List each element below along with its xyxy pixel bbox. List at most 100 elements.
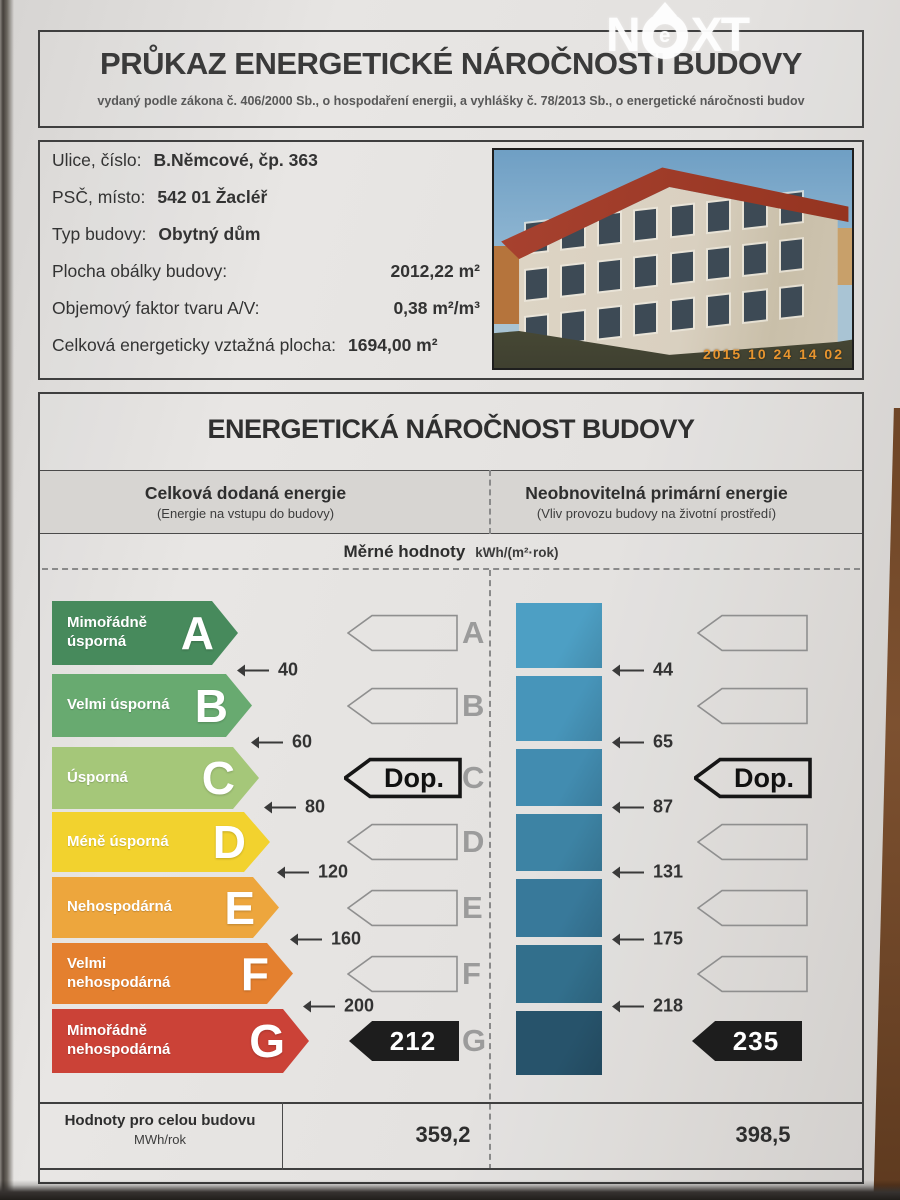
scale-arrow-delivered-a-shape xyxy=(346,614,458,652)
rating-arrow-c: Úsporná C xyxy=(52,747,259,809)
units-row: Měrné hodnoty kWh/(m²·rok) xyxy=(40,534,862,570)
primary-energy-bar-segment-f xyxy=(516,945,602,1003)
rating-letter-d: D xyxy=(212,816,246,868)
logo-roof-icon xyxy=(652,2,677,16)
column-title-primary: Neobnovitelná primární energie xyxy=(525,483,788,503)
vertical-dashed-divider xyxy=(489,570,491,1170)
threshold-delivered-5-value: 200 xyxy=(344,995,375,1016)
threshold-arrowhead-icon xyxy=(606,801,620,813)
threshold-delivered-4-value: 160 xyxy=(331,928,362,949)
horizontal-dashed-divider xyxy=(42,568,860,570)
header-box xyxy=(38,30,864,128)
threshold-line xyxy=(619,938,644,940)
building-window xyxy=(562,263,584,296)
building-info-fields: Ulice, číslo: B.Němcové, čp. 363 PSČ, míst… xyxy=(52,150,480,372)
scale-letter-delivered-a: A xyxy=(462,615,485,650)
building-window xyxy=(635,255,657,287)
rating-label-a: Mimořádně úsporná xyxy=(67,614,148,650)
rating-label-c: Úsporná xyxy=(67,768,128,786)
threshold-line xyxy=(258,741,283,743)
threshold-arrowhead-icon xyxy=(606,933,620,945)
info-field-label: Typ budovy: xyxy=(52,224,147,244)
rating-arrow-b: Velmi úsporná B xyxy=(52,674,252,737)
recommendation-arrow-delivered-label: Dop. xyxy=(384,762,444,793)
threshold-delivered-0: 40 xyxy=(231,660,298,681)
scale-letter-delivered-d: D xyxy=(462,824,485,859)
threshold-delivered-1: 60 xyxy=(245,732,312,753)
threshold-arrowhead-icon xyxy=(297,1000,311,1012)
footer-unit: MWh/rok xyxy=(134,1132,186,1147)
footer-label-cell: Hodnoty pro celou budovu MWh/rok xyxy=(44,1112,276,1147)
scale-arrow-delivered-f xyxy=(346,955,459,993)
rating-letter-c: C xyxy=(201,752,235,804)
recommendation-arrow-primary: Dop. xyxy=(691,756,812,800)
scale-arrow-primary-f xyxy=(696,955,809,993)
threshold-primary-1: 65 xyxy=(606,732,673,753)
building-window xyxy=(744,289,766,322)
recommendation-arrow-delivered: Dop. xyxy=(341,756,462,800)
rating-label-b: Velmi úsporná xyxy=(67,696,170,714)
rating-label-g: Mimořádně nehospodárná xyxy=(67,1022,171,1058)
scale-arrow-delivered-f-shape xyxy=(346,955,458,992)
scale-letter-delivered-c: C xyxy=(462,760,485,795)
threshold-line xyxy=(297,938,322,940)
result-arrow-primary-value: 235 xyxy=(732,1025,780,1056)
scale-arrow-primary-e-shape xyxy=(696,889,808,926)
scale-arrow-delivered-e-shape xyxy=(346,889,458,926)
primary-energy-bar-segment-e xyxy=(516,879,602,937)
scale-arrow-primary-b-shape xyxy=(696,687,808,724)
building-window xyxy=(781,238,803,271)
threshold-delivered-4: 160 xyxy=(284,929,361,950)
threshold-primary-5: 218 xyxy=(606,996,683,1017)
threshold-primary-3-value: 131 xyxy=(653,861,684,882)
info-field-label: Ulice, číslo: xyxy=(52,150,142,170)
threshold-delivered-3-value: 120 xyxy=(318,861,349,882)
rating-letter-g: G xyxy=(249,1015,285,1067)
photo-timestamp: 2015 10 24 14 02 xyxy=(703,346,844,362)
rating-letter-b: B xyxy=(194,679,228,732)
scale-arrow-delivered-e xyxy=(346,889,459,927)
building-photo: 2015 10 24 14 02 xyxy=(492,148,854,370)
page-left-edge xyxy=(0,0,14,1200)
units-value: kWh/(m²·rok) xyxy=(475,544,559,560)
threshold-primary-4: 175 xyxy=(606,929,683,950)
vertical-dashed-divider-top xyxy=(489,470,491,534)
certificate-title: PRŮKAZ ENERGETICKÉ NÁROČNOSTI BUDOVY xyxy=(100,46,802,81)
threshold-arrowhead-icon xyxy=(258,801,272,813)
threshold-arrowhead-icon xyxy=(606,866,620,878)
info-field-label: PSČ, místo: xyxy=(52,187,146,207)
footer-value-primary: 398,5 xyxy=(735,1122,791,1147)
scale-arrow-primary-e xyxy=(696,889,809,927)
building-window xyxy=(744,242,766,275)
threshold-line xyxy=(271,806,296,808)
scale-arrow-primary-b xyxy=(696,687,809,725)
threshold-primary-3: 131 xyxy=(606,862,683,883)
energy-section-title: ENERGETICKÁ NÁROČNOST BUDOVY xyxy=(207,414,695,444)
rating-arrow-d: Méně úsporná D xyxy=(52,812,270,872)
threshold-primary-2-value: 87 xyxy=(653,796,674,817)
threshold-primary-4-value: 175 xyxy=(653,928,684,949)
threshold-line xyxy=(619,1005,644,1007)
logo-text-suffix: XT xyxy=(690,9,750,62)
threshold-line xyxy=(284,871,309,873)
threshold-line xyxy=(619,741,644,743)
units-label: Měrné hodnoty xyxy=(343,542,466,561)
threshold-primary-5-value: 218 xyxy=(653,995,684,1016)
scale-letter-delivered-e: E xyxy=(462,889,483,925)
scale-arrow-delivered-b xyxy=(346,687,459,725)
rating-letter-e: E xyxy=(224,881,255,934)
info-field-value: 2012,22 m² xyxy=(390,261,480,281)
logo-house-ring-icon: e xyxy=(641,2,688,59)
primary-energy-bar-segment-d xyxy=(516,814,602,871)
scale-letter-delivered-g: G xyxy=(462,1023,487,1058)
info-field-value: 542 01 Žacléř xyxy=(157,187,268,207)
building-window xyxy=(671,251,693,283)
scale-arrow-primary-d-shape xyxy=(696,823,808,861)
result-arrow-primary: 235 xyxy=(692,1021,802,1061)
threshold-delivered-0-value: 40 xyxy=(278,659,299,680)
footer-label: Hodnoty pro celou budovu xyxy=(64,1112,256,1129)
certificate-subtitle: vydaný podle zákona č. 406/2000 Sb., o h… xyxy=(97,94,805,108)
scale-arrow-delivered-d xyxy=(346,823,459,861)
info-field-value: 1694,00 m² xyxy=(348,335,438,355)
building-window xyxy=(671,204,693,236)
